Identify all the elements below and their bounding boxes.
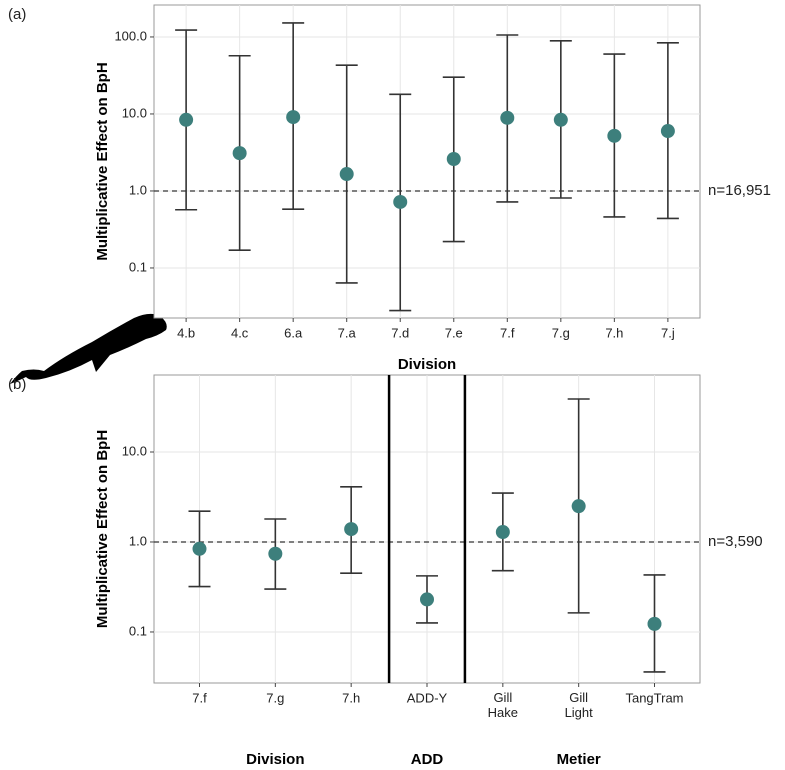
x-tick-label: 7.d <box>391 325 409 340</box>
x-tick-label: 7.h <box>605 325 623 340</box>
sample-size: n=16,951 <box>708 182 771 199</box>
point <box>500 110 515 125</box>
point <box>286 110 301 125</box>
x-axis-title: Division <box>398 356 456 373</box>
x-tick-label: Gill Hake <box>488 690 518 720</box>
x-tick-label: ADD-Y <box>407 690 448 705</box>
y-tick-label: 10.0 <box>122 105 147 120</box>
y-axis-title: Multiplicative Effect on BpH <box>94 62 111 260</box>
x-tick-label: 7.e <box>445 325 463 340</box>
sample-size: n=3,590 <box>708 533 763 550</box>
x-tick-label: 7.h <box>342 690 360 705</box>
point <box>607 128 622 143</box>
point <box>393 194 408 209</box>
x-tick-label: 7.g <box>266 690 284 705</box>
y-tick-label: 100.0 <box>114 28 147 43</box>
point <box>192 541 207 556</box>
x-tick-label: TangTram <box>625 690 683 705</box>
point <box>268 546 283 561</box>
point <box>660 124 675 139</box>
x-tick-label: 7.a <box>338 325 357 340</box>
group-label: Division <box>246 751 304 768</box>
x-tick-label: 4.b <box>177 325 195 340</box>
group-label: Metier <box>557 751 601 768</box>
point <box>339 167 354 182</box>
point <box>446 152 461 167</box>
point <box>495 525 510 540</box>
y-tick-label: 0.1 <box>129 623 147 638</box>
x-tick-label: 7.f <box>192 690 207 705</box>
plot-background <box>153 4 701 319</box>
y-tick-label: 0.1 <box>129 259 147 274</box>
y-tick-label: 10.0 <box>122 443 147 458</box>
point <box>344 522 359 537</box>
point <box>232 146 247 161</box>
x-tick-label: 6.a <box>284 325 303 340</box>
panel-label: (a) <box>8 6 26 23</box>
point <box>420 592 434 607</box>
y-axis-title: Multiplicative Effect on BpH <box>94 430 111 628</box>
x-tick-label: 4.c <box>231 325 249 340</box>
group-label: ADD <box>411 751 444 768</box>
panel-label: (b) <box>8 376 26 393</box>
point <box>571 499 586 514</box>
point <box>647 616 662 631</box>
x-tick-label: 7.j <box>661 325 675 340</box>
whale-silhouette <box>10 313 167 384</box>
point <box>553 112 568 127</box>
y-tick-label: 1.0 <box>129 533 147 548</box>
y-tick-label: 1.0 <box>129 182 147 197</box>
x-tick-label: 7.g <box>552 325 570 340</box>
x-tick-label: 7.f <box>500 325 515 340</box>
x-tick-label: Gill Light <box>565 690 594 720</box>
point <box>179 112 194 127</box>
